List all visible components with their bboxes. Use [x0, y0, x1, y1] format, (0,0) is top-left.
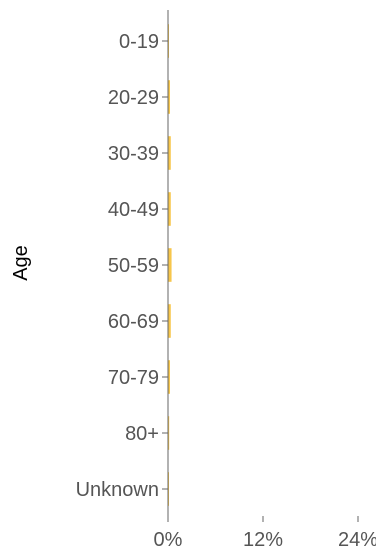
- y-tick-label: 60-69: [108, 311, 159, 333]
- bar-70-79: [168, 360, 170, 394]
- x-tick-label: 24%: [338, 529, 376, 551]
- y-tick-label: 50-59: [108, 255, 159, 277]
- bar-60-69: [168, 304, 171, 338]
- y-tick-label: 70-79: [108, 367, 159, 389]
- x-tick-labels: 0% 12% 24%: [154, 529, 376, 551]
- bar-20-29: [168, 80, 170, 114]
- y-tick-marks: [162, 40, 168, 490]
- y-tick-label: Unknown: [76, 479, 159, 501]
- y-tick-label: 0-19: [119, 31, 159, 53]
- bar-30-39: [168, 136, 171, 170]
- y-tick-label: 40-49: [108, 199, 159, 221]
- y-tick-label: 30-39: [108, 143, 159, 165]
- bars-group: [168, 24, 172, 506]
- y-tick-label: 80+: [125, 423, 159, 445]
- y-tick-labels: 0-19 20-29 30-39 40-49 50-59 60-69 70-79 80+ Unk…: [76, 31, 159, 501]
- x-tick-marks: [167, 516, 359, 522]
- x-tick-label: 0%: [154, 529, 183, 551]
- bar-50-59: [168, 248, 172, 282]
- bar-80-: [168, 416, 170, 450]
- bar-40-49: [168, 192, 171, 226]
- y-axis-title: Age: [10, 245, 32, 281]
- x-tick-label: 12%: [243, 529, 283, 551]
- y-tick-label: 20-29: [108, 87, 159, 109]
